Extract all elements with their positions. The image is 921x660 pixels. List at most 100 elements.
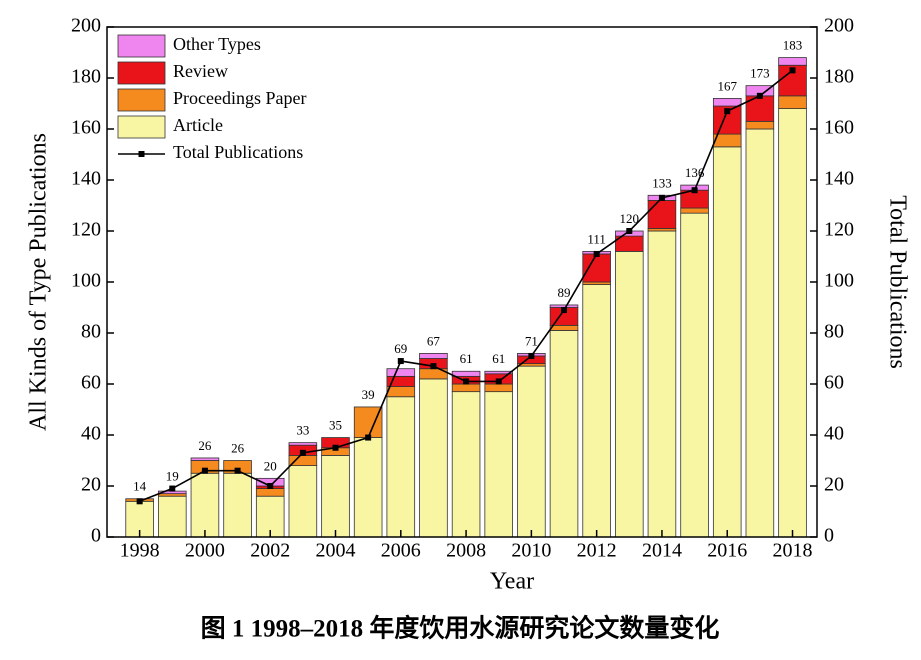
line-marker — [691, 187, 698, 194]
legend-swatch — [117, 115, 166, 139]
bar-segment — [647, 230, 677, 538]
bar-segment — [778, 95, 807, 109]
bar-segment — [353, 437, 383, 538]
bar-segment — [255, 488, 285, 497]
line-marker — [430, 363, 437, 370]
x-tick-label: 2014 — [642, 540, 682, 562]
line-marker — [267, 483, 274, 489]
y-tick-label: 120 — [71, 219, 101, 241]
bar-segment — [647, 199, 677, 229]
bar-segment — [386, 396, 416, 538]
line-marker — [626, 228, 633, 234]
bar-segment — [321, 454, 350, 538]
y-tick-label: 40 — [81, 423, 101, 445]
data-label: 61 — [460, 351, 473, 366]
data-label: 183 — [783, 38, 803, 53]
y2-tick-label: 60 — [824, 372, 844, 394]
data-label: 14 — [133, 479, 147, 494]
caption: 图 1 1998–2018 年度饮用水源研究论文数量变化 — [201, 614, 720, 643]
data-label: 133 — [652, 175, 672, 190]
x-tick-label: 2004 — [316, 540, 356, 562]
y2-tick-label: 20 — [824, 474, 844, 496]
line-marker — [495, 378, 502, 385]
x-tick-label: 2016 — [707, 540, 747, 562]
line-marker — [789, 67, 796, 74]
data-label: 20 — [264, 458, 277, 473]
bar-segment — [484, 391, 513, 538]
x-tick-label: 1998 — [120, 540, 160, 562]
line-marker — [332, 444, 339, 451]
bar-segment — [549, 324, 579, 331]
bar-segment — [680, 207, 709, 214]
data-label: 67 — [427, 333, 441, 348]
line-marker — [234, 467, 241, 474]
legend-label: Total Publications — [173, 142, 303, 162]
x-tick-label: 2006 — [381, 540, 421, 562]
legend-swatch — [117, 61, 166, 85]
data-label: 19 — [166, 469, 179, 484]
bar-segment — [288, 454, 318, 466]
y-tick-label: 20 — [81, 474, 101, 496]
bar-segment — [223, 472, 252, 538]
y-tick-label: 180 — [71, 66, 101, 88]
bar-segment — [190, 472, 220, 538]
y-tick-label: 0 — [91, 525, 101, 547]
y-axis-title: All Kinds of Type Publications — [26, 133, 52, 431]
line-marker — [561, 307, 568, 314]
x-tick-label: 2012 — [577, 540, 617, 562]
legend-marker — [138, 151, 145, 157]
y-tick-label: 100 — [71, 270, 101, 292]
x-tick-label: 2002 — [250, 540, 290, 562]
data-label: 26 — [231, 440, 245, 455]
line-marker — [365, 434, 372, 441]
bar-segment — [451, 370, 481, 377]
bar-segment — [158, 495, 187, 538]
x-tick-label: 2018 — [773, 540, 813, 562]
bar-segment — [190, 457, 220, 461]
legend-label: Other Types — [173, 34, 261, 54]
y2-tick-label: 200 — [824, 15, 854, 37]
y2-tick-label: 120 — [824, 219, 854, 241]
bar-segment — [778, 57, 807, 66]
legend-label: Article — [173, 115, 223, 135]
bar-segment — [353, 406, 383, 438]
line-marker — [201, 467, 208, 474]
bar-segment — [549, 330, 579, 538]
x-tick-label: 2008 — [446, 540, 486, 562]
bar-segment — [484, 370, 513, 375]
legend-swatch — [117, 34, 166, 58]
bar-segment — [288, 465, 318, 538]
y2-tick-label: 100 — [824, 270, 854, 292]
y2-tick-label: 140 — [824, 168, 854, 190]
bar-segment — [778, 108, 807, 538]
y2-axis-title: Total Publications — [884, 195, 910, 369]
data-label: 39 — [362, 387, 375, 402]
y2-tick-label: 40 — [824, 423, 844, 445]
data-label: 89 — [558, 285, 571, 300]
x-axis-title: Year — [490, 569, 534, 595]
bar-segment — [582, 253, 611, 283]
bar-segment — [582, 284, 611, 538]
bar-segment — [419, 378, 448, 538]
data-label: 26 — [198, 438, 212, 453]
bar-segment — [288, 442, 318, 446]
line-marker — [724, 108, 731, 115]
line-marker — [528, 352, 535, 359]
bar-segment — [386, 386, 416, 398]
data-label: 33 — [296, 423, 309, 438]
data-label: 71 — [525, 333, 538, 348]
data-label: 173 — [750, 66, 770, 81]
line-marker — [169, 485, 176, 492]
data-label: 69 — [394, 341, 407, 356]
y-tick-label: 200 — [71, 15, 101, 37]
y-tick-label: 160 — [71, 117, 101, 139]
line-marker — [299, 449, 306, 456]
bar-segment — [451, 391, 481, 538]
data-label: 167 — [717, 78, 737, 93]
data-label: 61 — [492, 351, 505, 366]
legend-swatch — [117, 88, 166, 112]
y-tick-label: 60 — [81, 372, 101, 394]
data-label: 120 — [620, 211, 640, 226]
bar-segment — [484, 383, 513, 393]
